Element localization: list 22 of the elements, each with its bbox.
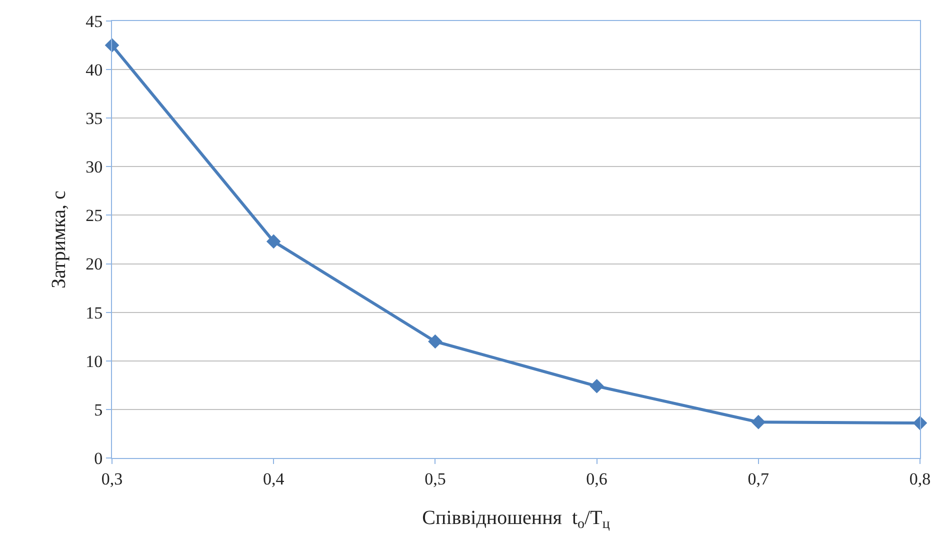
y-tick-label: 25 bbox=[86, 206, 103, 226]
y-axis-title: Затримка, с bbox=[48, 190, 70, 288]
y-tick-label: 35 bbox=[86, 109, 103, 128]
y-tick-label: 40 bbox=[86, 60, 103, 80]
y-tick-label: 20 bbox=[86, 254, 103, 274]
point bbox=[266, 234, 281, 249]
x-tick-label: 0,6 bbox=[586, 469, 608, 488]
y-tick-label: 0 bbox=[94, 448, 103, 468]
y-tick-label: 10 bbox=[86, 352, 103, 371]
y-tick-label: 30 bbox=[86, 158, 103, 177]
point bbox=[751, 414, 766, 430]
x-tick-label: 0,7 bbox=[748, 469, 770, 488]
y-tick-label: 45 bbox=[86, 12, 103, 31]
y-tick-label: 5 bbox=[94, 400, 103, 420]
x-axis-title: Співвідношення t$_{o}$/T$_{ц}$ bbox=[422, 506, 610, 532]
x-tick-label: 0,3 bbox=[101, 469, 123, 488]
x-tick-label: 0,5 bbox=[424, 469, 446, 488]
y-tick-label: 15 bbox=[86, 303, 103, 322]
x-tick-label: 0,8 bbox=[909, 469, 931, 488]
x-tick-label: 0,4 bbox=[262, 469, 285, 488]
point bbox=[590, 378, 604, 394]
point bbox=[428, 334, 442, 349]
